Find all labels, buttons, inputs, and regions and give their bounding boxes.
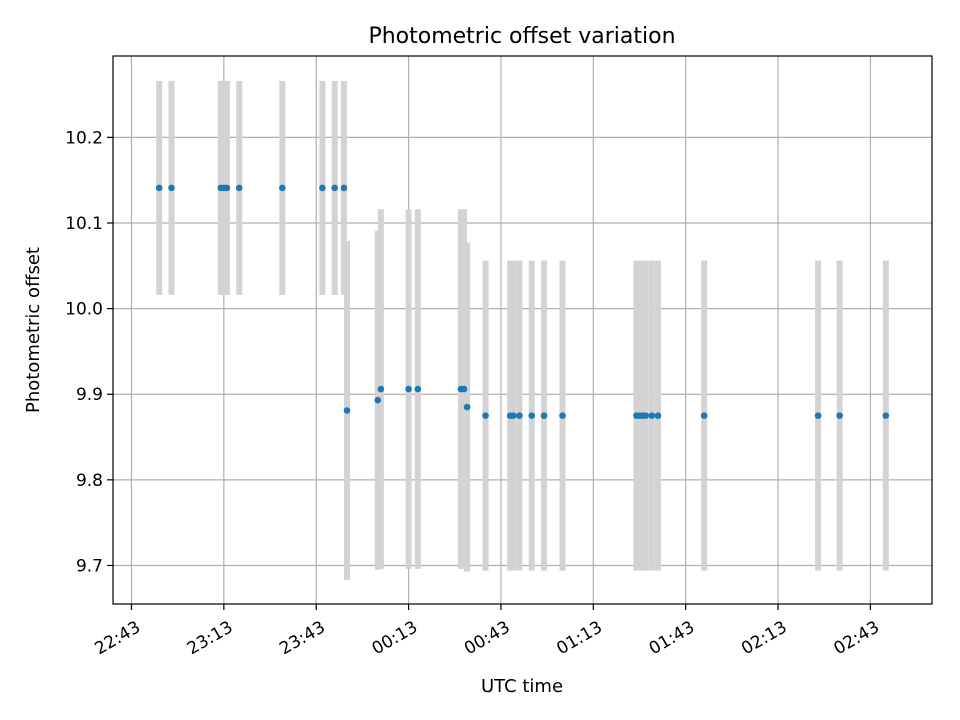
data-point	[559, 412, 566, 419]
data-point	[482, 412, 489, 419]
data-point	[319, 184, 326, 192]
data-point	[814, 412, 822, 419]
data-point	[405, 385, 412, 393]
data-point	[516, 412, 523, 419]
data-point	[540, 412, 548, 419]
y-tick-label: 10.1	[65, 214, 103, 234]
data-points	[155, 184, 890, 419]
data-point	[235, 184, 243, 192]
data-point	[374, 396, 382, 404]
plot-frame	[112, 55, 933, 605]
data-point	[414, 385, 422, 393]
data-point	[654, 412, 662, 419]
data-point	[155, 184, 163, 192]
y-axis-label: Photometric offset	[23, 247, 44, 413]
data-point	[343, 407, 351, 414]
data-point	[168, 184, 175, 192]
data-point	[279, 184, 286, 192]
plot-area	[113, 56, 932, 604]
data-point	[642, 412, 649, 419]
y-tick-label: 10.0	[65, 300, 103, 320]
y-axis-ticks: 9.7 9.8 9.9 10.0 10.1 10.2	[65, 128, 113, 576]
data-point	[509, 412, 517, 419]
chart-title: Photometric offset variation	[368, 24, 675, 49]
data-point	[528, 412, 536, 419]
y-tick-label: 9.7	[76, 556, 103, 576]
data-point	[460, 385, 468, 393]
x-axis-label: UTC time	[481, 676, 563, 697]
grid	[113, 56, 932, 604]
data-point	[340, 184, 348, 192]
data-point	[700, 412, 708, 419]
data-point	[331, 184, 338, 192]
y-tick-label: 9.9	[76, 385, 103, 405]
data-point	[463, 403, 471, 411]
data-point	[882, 412, 890, 419]
data-point	[223, 184, 231, 192]
y-tick-label: 10.2	[65, 128, 103, 148]
data-point	[648, 412, 656, 419]
data-point	[836, 412, 843, 419]
data-point	[377, 385, 385, 393]
y-tick-label: 9.8	[76, 471, 103, 491]
